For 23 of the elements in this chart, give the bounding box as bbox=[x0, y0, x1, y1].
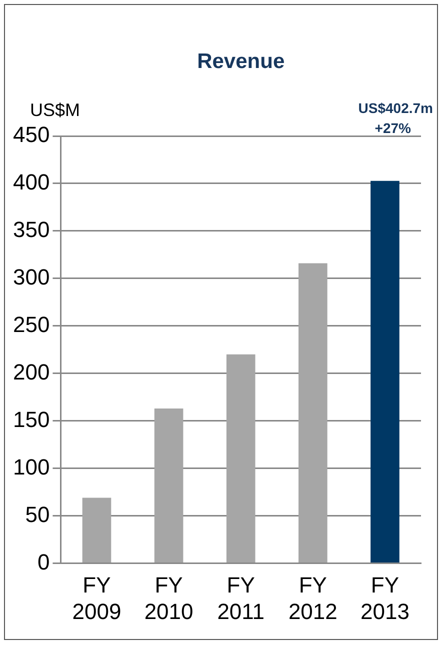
x-tick-label: FY 2009 bbox=[72, 572, 122, 624]
y-tick-label: 0 bbox=[37, 549, 50, 574]
y-tick-label: 300 bbox=[12, 264, 50, 290]
chart-title: Revenue bbox=[197, 50, 285, 73]
y-tick-label: 350 bbox=[12, 216, 50, 242]
bar bbox=[298, 263, 328, 562]
x-tick-label: FY 2010 bbox=[144, 572, 194, 624]
bar bbox=[154, 408, 184, 562]
bar bbox=[226, 354, 256, 562]
y-tick-label: 100 bbox=[12, 454, 50, 480]
x-tick-label: FY 2013 bbox=[360, 572, 410, 624]
bar bbox=[82, 498, 112, 562]
y-tick-label: 250 bbox=[12, 312, 50, 337]
y-tick-label: 150 bbox=[12, 406, 50, 432]
y-tick-label: 50 bbox=[25, 502, 50, 527]
y-tick-label: 200 bbox=[12, 359, 50, 384]
y-tick-label: 450 bbox=[12, 122, 50, 148]
annotation: US$402.7m +27% bbox=[358, 100, 433, 136]
x-tick-label: FY 2011 bbox=[217, 572, 265, 624]
y-tick-label: 400 bbox=[12, 170, 50, 195]
y-axis-title: US$M bbox=[30, 100, 80, 120]
bar bbox=[370, 180, 400, 562]
x-tick-label: FY 2012 bbox=[288, 572, 338, 624]
